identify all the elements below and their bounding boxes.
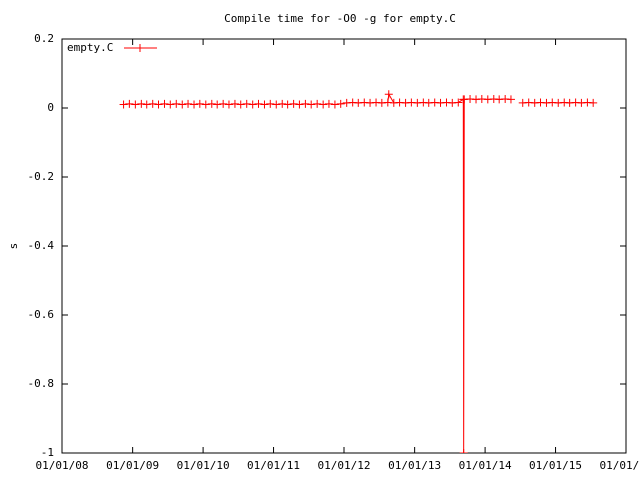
point-marker: [119, 100, 128, 109]
x-tick-label: 01/01/09: [106, 459, 159, 472]
point-marker: [283, 100, 292, 109]
point-marker: [184, 99, 193, 108]
legend-label: empty.C: [67, 41, 113, 54]
point-marker: [506, 95, 515, 104]
y-tick-label: -0.6: [28, 308, 55, 321]
series-line: [123, 92, 594, 453]
point-marker: [230, 99, 239, 108]
point-marker: [166, 100, 175, 109]
point-marker: [125, 99, 134, 108]
x-tick-label: 01/01/16: [600, 459, 640, 472]
point-marker: [195, 99, 204, 108]
plot-area: [119, 90, 598, 453]
point-marker: [142, 100, 151, 109]
point-marker: [384, 90, 393, 99]
y-tick-label: -0.4: [28, 239, 55, 252]
x-tick-label: 01/01/14: [459, 459, 512, 472]
x-tick-label: 01/01/13: [388, 459, 441, 472]
point-marker: [266, 99, 275, 108]
point-marker: [236, 100, 245, 109]
point-marker: [242, 99, 251, 108]
point-marker: [307, 100, 316, 109]
point-marker: [313, 99, 322, 108]
y-tick-label: -1: [41, 446, 54, 459]
y-tick-label: -0.2: [28, 170, 55, 183]
point-marker: [148, 99, 157, 108]
point-marker: [324, 99, 333, 108]
x-tick-label: 01/01/12: [318, 459, 371, 472]
x-tick-label: 01/01/15: [529, 459, 582, 472]
point-marker: [454, 98, 463, 107]
point-marker: [319, 100, 328, 109]
point-marker: [260, 100, 269, 109]
point-marker: [172, 99, 181, 108]
point-marker: [589, 98, 598, 107]
point-marker: [336, 99, 345, 108]
x-tick-label: 01/01/10: [177, 459, 230, 472]
point-marker: [190, 100, 199, 109]
point-marker: [278, 99, 287, 108]
point-marker: [201, 100, 210, 109]
point-marker: [248, 100, 257, 109]
point-marker: [207, 99, 216, 108]
point-marker: [213, 100, 222, 109]
point-marker: [289, 99, 298, 108]
y-axis-label: s: [7, 243, 20, 250]
point-marker: [301, 99, 310, 108]
y-tick-label: 0.2: [34, 32, 54, 45]
y-tick-label: 0: [47, 101, 54, 114]
point-marker: [272, 100, 281, 109]
x-tick-label: 01/01/08: [36, 459, 89, 472]
point-marker: [330, 100, 339, 109]
point-marker: [154, 100, 163, 109]
point-marker: [224, 100, 233, 109]
chart-title: Compile time for -O0 -g for empty.C: [224, 12, 456, 25]
point-marker: [295, 100, 304, 109]
point-marker: [160, 99, 169, 108]
point-marker: [131, 100, 140, 109]
point-marker: [178, 100, 187, 109]
legend-marker: [136, 44, 144, 52]
y-tick-label: -0.8: [28, 377, 55, 390]
point-marker: [137, 99, 146, 108]
point-marker: [459, 449, 468, 453]
point-marker: [254, 99, 263, 108]
x-tick-label: 01/01/11: [247, 459, 300, 472]
point-marker: [219, 99, 228, 108]
